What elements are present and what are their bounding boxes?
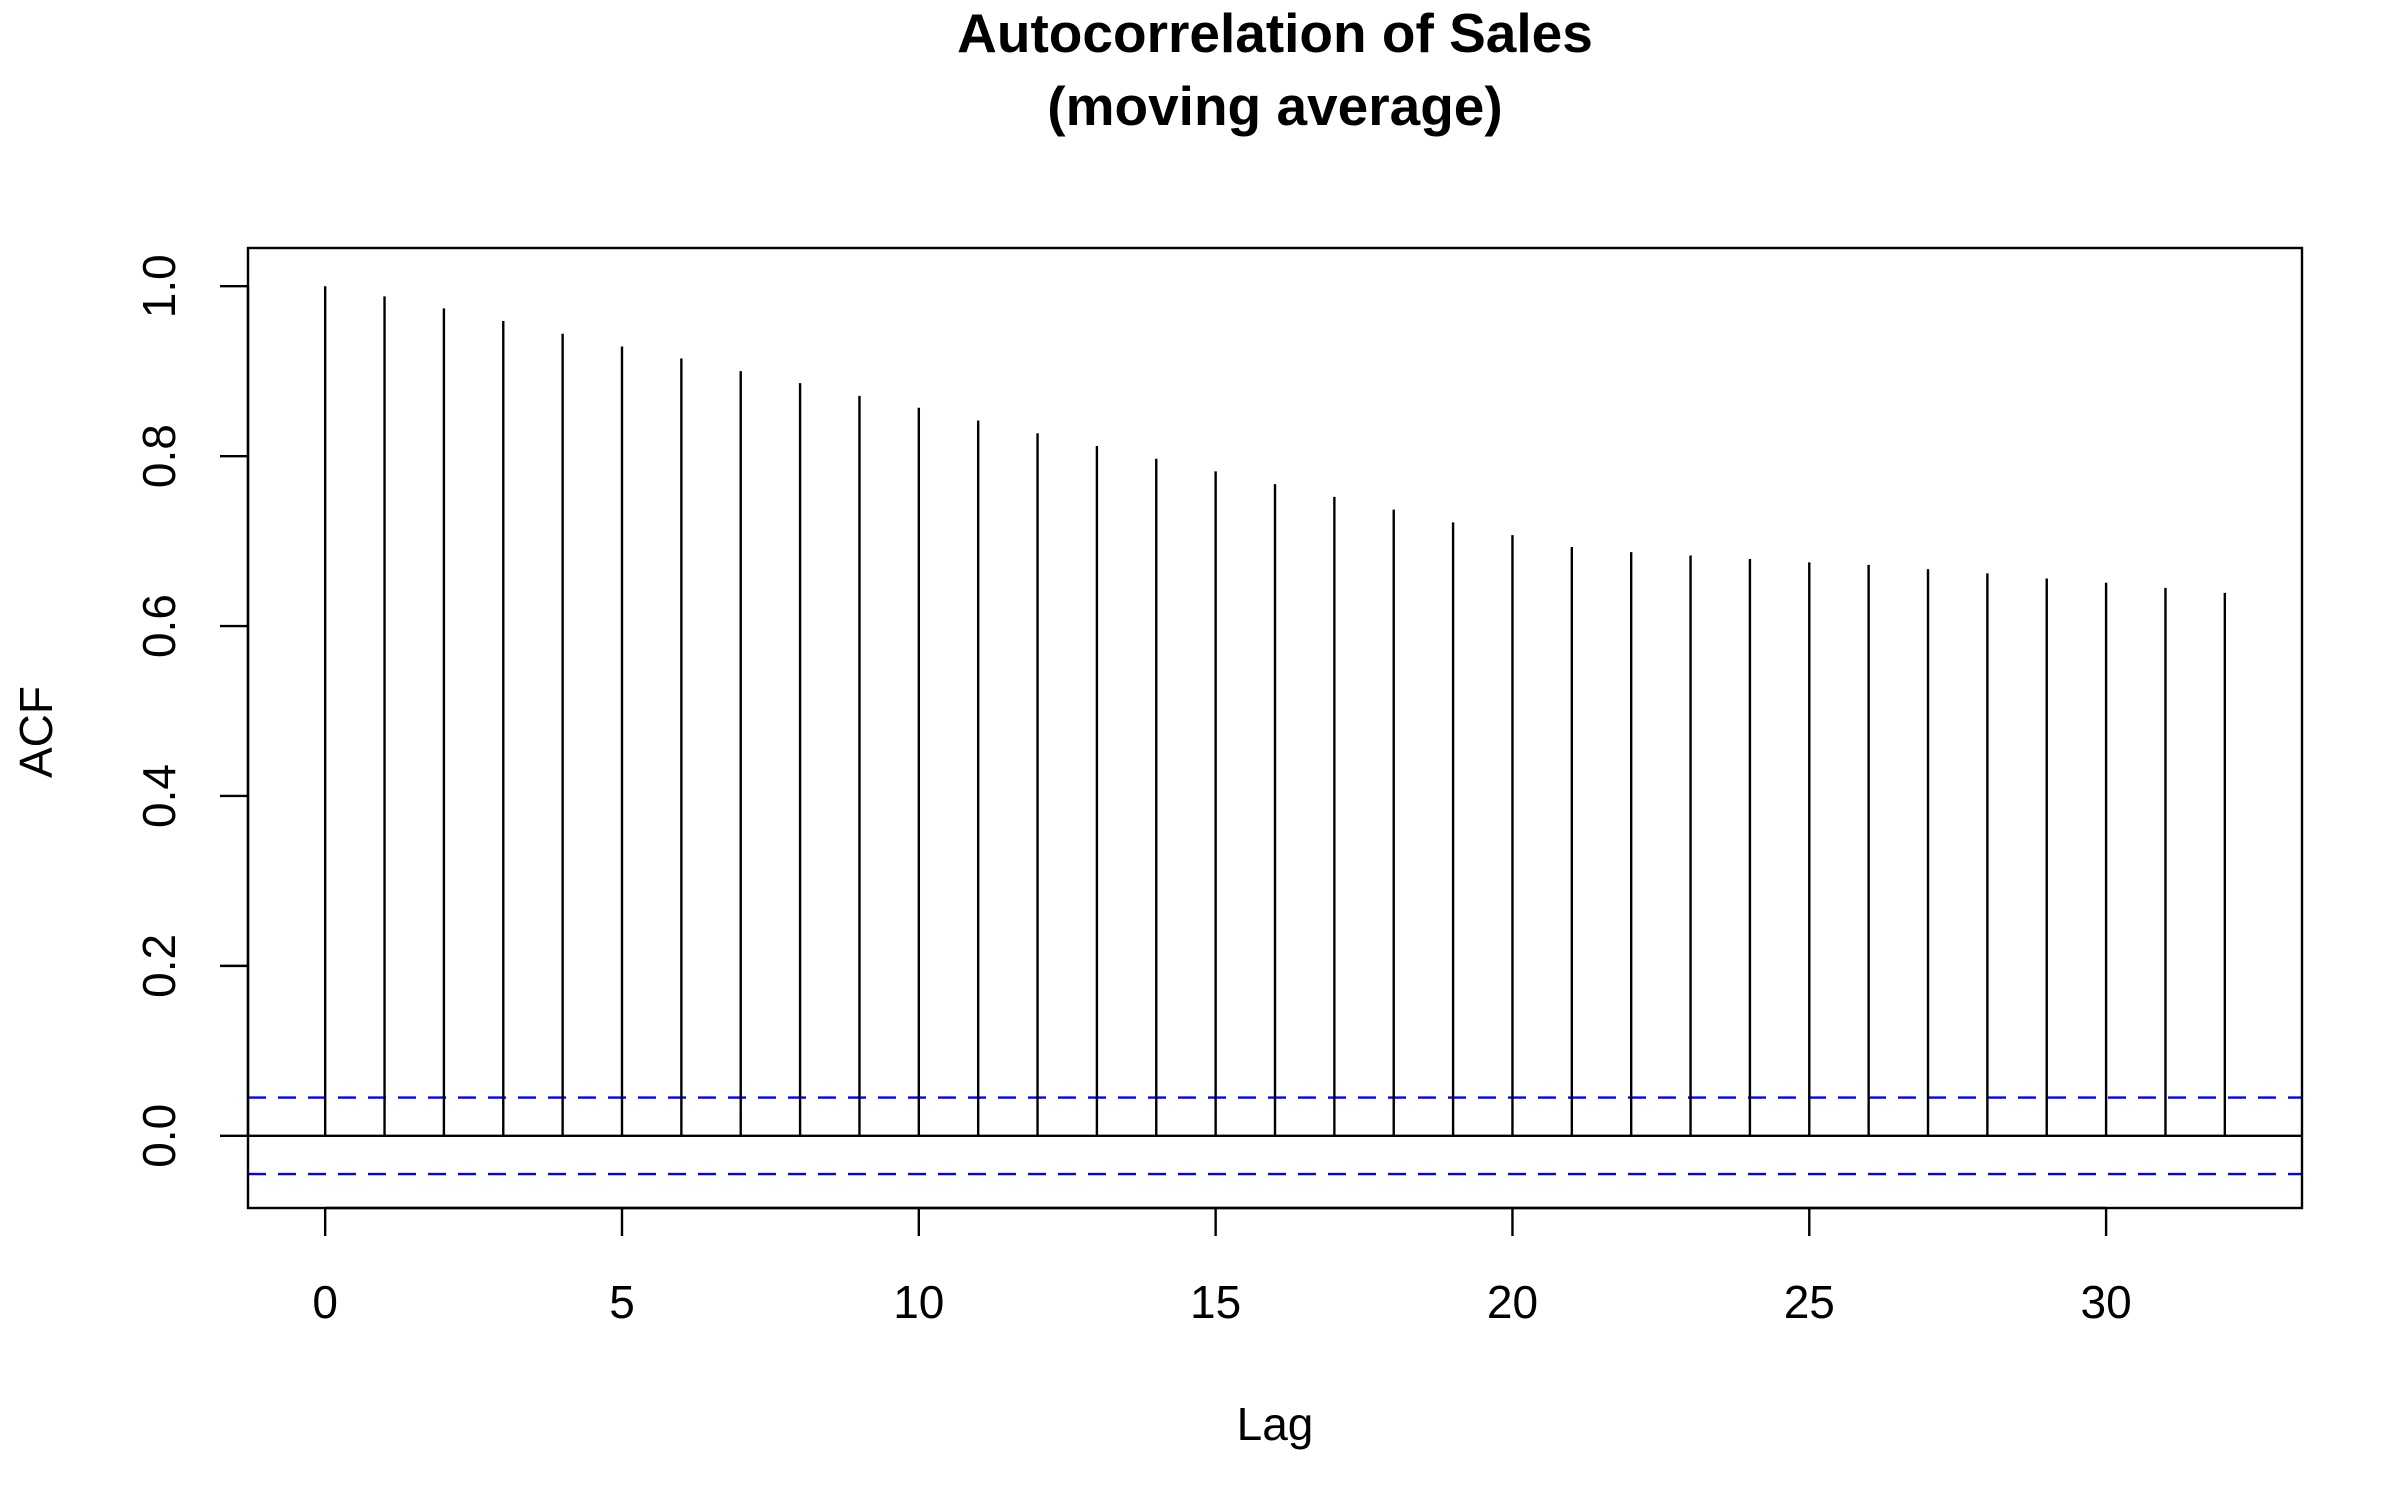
x-tick-label: 10	[893, 1276, 944, 1328]
y-tick-label: 0.8	[133, 424, 185, 488]
x-tick-label: 25	[1784, 1276, 1835, 1328]
y-tick-label: 0.2	[133, 934, 185, 998]
y-axis-label: ACF	[10, 686, 62, 778]
axis-ticks: 0 5 10 15 20 25 30 0.0 0.2 0.4 0.6 0.8 1.0	[133, 254, 2132, 1328]
x-tick-label: 20	[1487, 1276, 1538, 1328]
y-tick-label: 0.0	[133, 1104, 185, 1168]
y-tick-label: 1.0	[133, 254, 185, 318]
chart-title: Autocorrelation of Sales	[957, 2, 1593, 64]
x-axis-label: Lag	[1237, 1398, 1314, 1450]
y-tick-label: 0.6	[133, 594, 185, 658]
x-tick-label: 5	[609, 1276, 635, 1328]
y-tick-label: 0.4	[133, 764, 185, 828]
x-tick-label: 0	[312, 1276, 338, 1328]
plot-area	[246, 246, 2304, 1210]
x-tick-label: 15	[1190, 1276, 1241, 1328]
chart-subtitle: (moving average)	[1047, 75, 1502, 137]
x-tick-label: 30	[2081, 1276, 2132, 1328]
